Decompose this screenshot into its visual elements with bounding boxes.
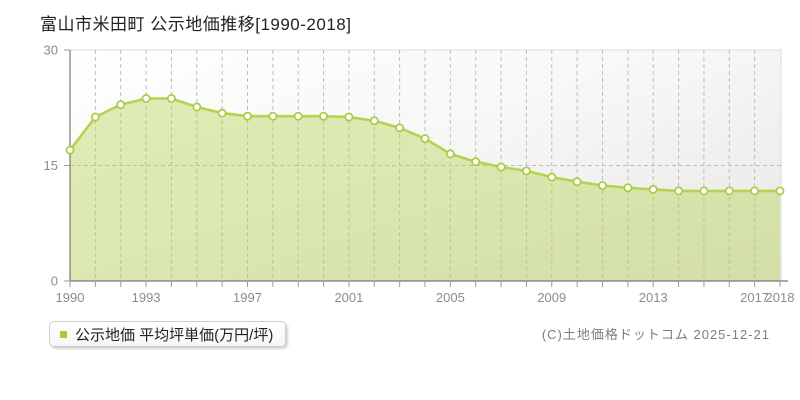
data-point <box>395 123 405 133</box>
x-tick-label: 2005 <box>436 290 465 305</box>
data-point <box>623 183 633 193</box>
data-point <box>166 94 176 103</box>
data-point <box>293 111 303 121</box>
data-point <box>471 157 481 167</box>
data-point <box>65 145 75 155</box>
data-point <box>116 100 126 110</box>
x-tick-label: 1990 <box>56 290 85 305</box>
data-point <box>420 134 430 144</box>
data-point <box>344 112 354 122</box>
data-point <box>217 108 227 118</box>
data-point <box>775 186 785 196</box>
data-point <box>572 177 582 187</box>
data-point <box>445 149 455 159</box>
legend-label: 公示地価 平均坪単価(万円/坪) <box>75 326 274 344</box>
data-point <box>750 186 760 196</box>
data-point <box>598 181 607 190</box>
x-tick-label: 2013 <box>639 290 668 305</box>
x-tick-label: 2017 <box>740 290 769 305</box>
data-point <box>141 94 151 103</box>
data-point <box>90 112 100 122</box>
legend-swatch-icon <box>60 330 67 338</box>
x-tick-label: 2001 <box>334 290 363 305</box>
data-point <box>547 172 557 182</box>
y-tick-label: 0 <box>51 274 58 289</box>
data-point <box>268 111 278 121</box>
y-tick-label: 15 <box>44 158 58 173</box>
price-trend-chart: 0 15 30 1990 1993 1997 2001 2005 2009 2013 2017201… <box>44 43 795 306</box>
x-tick-label: 1993 <box>132 290 161 305</box>
data-point <box>192 102 202 112</box>
data-point <box>724 186 734 196</box>
legend-box: 公示地価 平均坪単価(万円/坪) <box>49 321 287 347</box>
page-title: 富山市米田町 公示地価推移[1990-2018] <box>40 15 352 34</box>
data-point <box>674 186 684 196</box>
data-point <box>521 166 531 176</box>
x-tick-label: 1997 <box>233 290 262 305</box>
data-point <box>319 111 329 121</box>
data-point <box>243 111 252 121</box>
area-fill <box>70 98 780 281</box>
data-point <box>699 186 709 196</box>
copyright-text: (C)土地価格ドットコム 2025-12-21 <box>541 327 770 342</box>
data-point <box>648 184 658 194</box>
y-tick-label: 30 <box>44 43 58 58</box>
data-point <box>369 116 379 126</box>
x-tick-label: 2018 <box>766 290 795 305</box>
x-tick-label: 2009 <box>537 290 566 305</box>
data-point <box>496 162 506 172</box>
